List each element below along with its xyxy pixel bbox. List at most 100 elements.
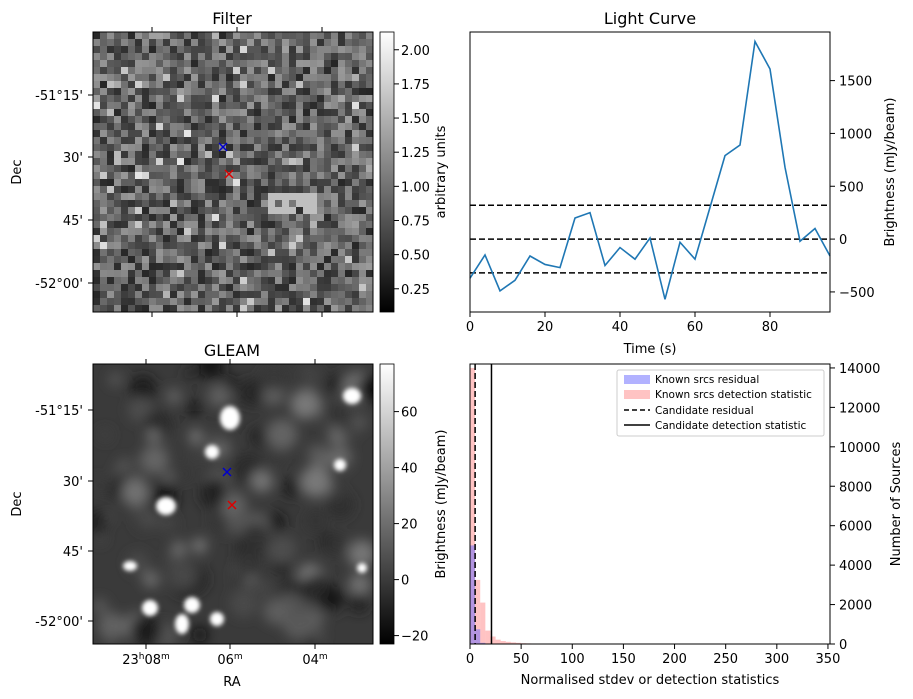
hist-bar	[500, 641, 506, 644]
lc-x-tick-label: 40	[612, 320, 629, 335]
gleam-markers	[222, 467, 237, 510]
filter-colorbar: 0.25 0.50 0.75 1.00 1.25 1.50 1.75 2.00	[379, 31, 430, 313]
lightcurve-xlabel: Time (s)	[623, 342, 677, 357]
filter-panel: Filter -51°15' 30' 45' -52°00' Dec 0.25 0.50…	[10, 9, 449, 317]
gleam-colorbar: −20 0 20 40 60	[379, 363, 428, 645]
lc-x-tick-label: 0	[466, 320, 474, 335]
legend-label-detection: Known srcs detection statistic	[655, 389, 812, 401]
hist-x-tick-label: 50	[513, 652, 530, 667]
hist-x-tick-label: 300	[764, 652, 789, 667]
x-marker	[224, 169, 234, 179]
lightcurve-panel: Light Curve 0 20 40 60 80 −500 0 500 1000 1500 Ti…	[466, 9, 898, 357]
colorbar-tick-label: 40	[401, 462, 418, 477]
lightcurve-ylabel: Brightness (mJy/beam)	[883, 98, 898, 247]
legend-label-residual: Known srcs residual	[655, 374, 759, 386]
dec-tick-label: 45'	[63, 214, 83, 229]
gleam-frame	[92, 363, 374, 645]
ra-tick-label: 23h08m	[122, 652, 170, 668]
hist-x-tick-label: 100	[560, 652, 585, 667]
hist-y-tick-label: 10000	[839, 441, 880, 456]
legend-label-candidate-residual: Candidate residual	[655, 405, 754, 417]
hist-y-tick-label: 0	[839, 638, 847, 653]
x-marker	[222, 467, 232, 477]
gleam-x-axis: 23h08m 06m 04m	[122, 359, 328, 668]
dec-tick-label: -51°15'	[35, 89, 83, 104]
colorbar-tick-label: 1.50	[401, 112, 430, 127]
dec-tick-label: 30'	[63, 475, 83, 490]
histogram-xlabel: Normalised stdev or detection statistics	[521, 673, 780, 688]
lc-y-tick-label: −500	[839, 286, 875, 301]
filter-ylabel: Dec	[10, 159, 25, 184]
histogram-frame	[469, 363, 831, 645]
gleam-ylabel: Dec	[10, 491, 25, 516]
gleam-title: GLEAM	[204, 341, 260, 360]
hist-y-tick-label: 4000	[839, 559, 872, 574]
colorbar-tick-label: 1.75	[401, 78, 430, 93]
filter-frame	[92, 31, 374, 313]
histogram-plot: 0 50 100 150 200 250 300 3500200040006000800010…	[466, 362, 881, 667]
gleam-source	[184, 597, 200, 613]
ra-tick-label: 06m	[217, 652, 242, 668]
gleam-source	[343, 388, 361, 404]
ra-tick-label: 04m	[302, 652, 327, 668]
hist-bar	[470, 367, 476, 644]
filter-y-axis: -51°15' 30' 45' -52°00'	[35, 89, 93, 292]
gleam-panel: GLEAM -51°15'30'45'-52°00' 23h08m 06m 04m …	[10, 341, 449, 690]
gleam-source	[357, 563, 367, 573]
lc-y-tick-label: 0	[839, 233, 847, 248]
hist-x-tick-label: 0	[466, 652, 474, 667]
dec-tick-label: 30'	[63, 151, 83, 166]
lightcurve-series	[469, 39, 831, 300]
hist-bar	[475, 579, 481, 644]
colorbar-tick-label: 60	[401, 406, 418, 421]
hist-bar	[490, 636, 496, 644]
colorbar-tick-label: 1.00	[401, 180, 430, 195]
gleam-colorbar-label: Brightness (mJy/beam)	[434, 430, 449, 579]
filter-image	[93, 32, 374, 313]
legend-swatch-residual	[624, 375, 650, 384]
hist-bar	[510, 642, 517, 644]
x-marker	[218, 142, 228, 152]
gleam-y-axis: -51°15' 30' 45' -52°00'	[35, 404, 93, 630]
lc-x-tick-label: 20	[537, 320, 554, 335]
dec-tick-label: -51°15'	[35, 404, 83, 419]
filter-colorbar-label: arbitrary units	[434, 125, 449, 218]
gleam-source	[334, 459, 346, 471]
colorbar-tick-label: 0.50	[401, 249, 430, 264]
lightcurve-frame	[469, 31, 831, 313]
hist-bar	[495, 639, 501, 644]
gleam-source	[123, 561, 137, 571]
gleam-image	[93, 364, 373, 644]
colorbar-tick-label: 1.25	[401, 146, 430, 161]
filter-title: Filter	[212, 9, 252, 28]
colorbar-gradient	[379, 363, 395, 645]
dec-tick-label: -52°00'	[35, 277, 83, 292]
hist-x-tick-label: 250	[713, 652, 738, 667]
gleam-source	[220, 406, 240, 430]
hist-x-tick-label: 150	[611, 652, 636, 667]
colorbar-tick-label: −20	[401, 630, 428, 645]
hist-bar	[470, 545, 476, 644]
hist-y-tick-label: 2000	[839, 599, 872, 614]
colorbar-tick-label: 0	[401, 574, 409, 589]
gleam-source	[142, 600, 158, 616]
colorbar-tick-label: 0.25	[401, 283, 430, 298]
colorbar-tick-label: 2.00	[401, 44, 430, 59]
lightcurve-plot: 0 20 40 60 80 −500 0 500 1000 1500	[466, 39, 875, 335]
hist-x-tick-label: 200	[662, 652, 687, 667]
legend-label-candidate-detection: Candidate detection statistic	[655, 420, 807, 432]
hist-bar	[480, 602, 486, 644]
hist-bar	[516, 642, 522, 644]
hist-x-tick-label: 350	[816, 652, 841, 667]
histogram-panel: 0 50 100 150 200 250 300 3500200040006000800010…	[466, 362, 904, 688]
histogram-legend: Known srcs residual Known srcs detection…	[616, 369, 825, 437]
filter-x-axis	[151, 27, 323, 317]
legend-box	[616, 369, 825, 437]
lc-x-tick-label: 60	[687, 320, 704, 335]
hist-bar	[480, 642, 486, 644]
legend-swatch-detection	[624, 390, 650, 399]
gleam-source	[205, 445, 219, 459]
x-marker	[227, 500, 237, 510]
dec-tick-label: -52°00'	[35, 615, 83, 630]
colorbar-gradient	[379, 31, 395, 313]
